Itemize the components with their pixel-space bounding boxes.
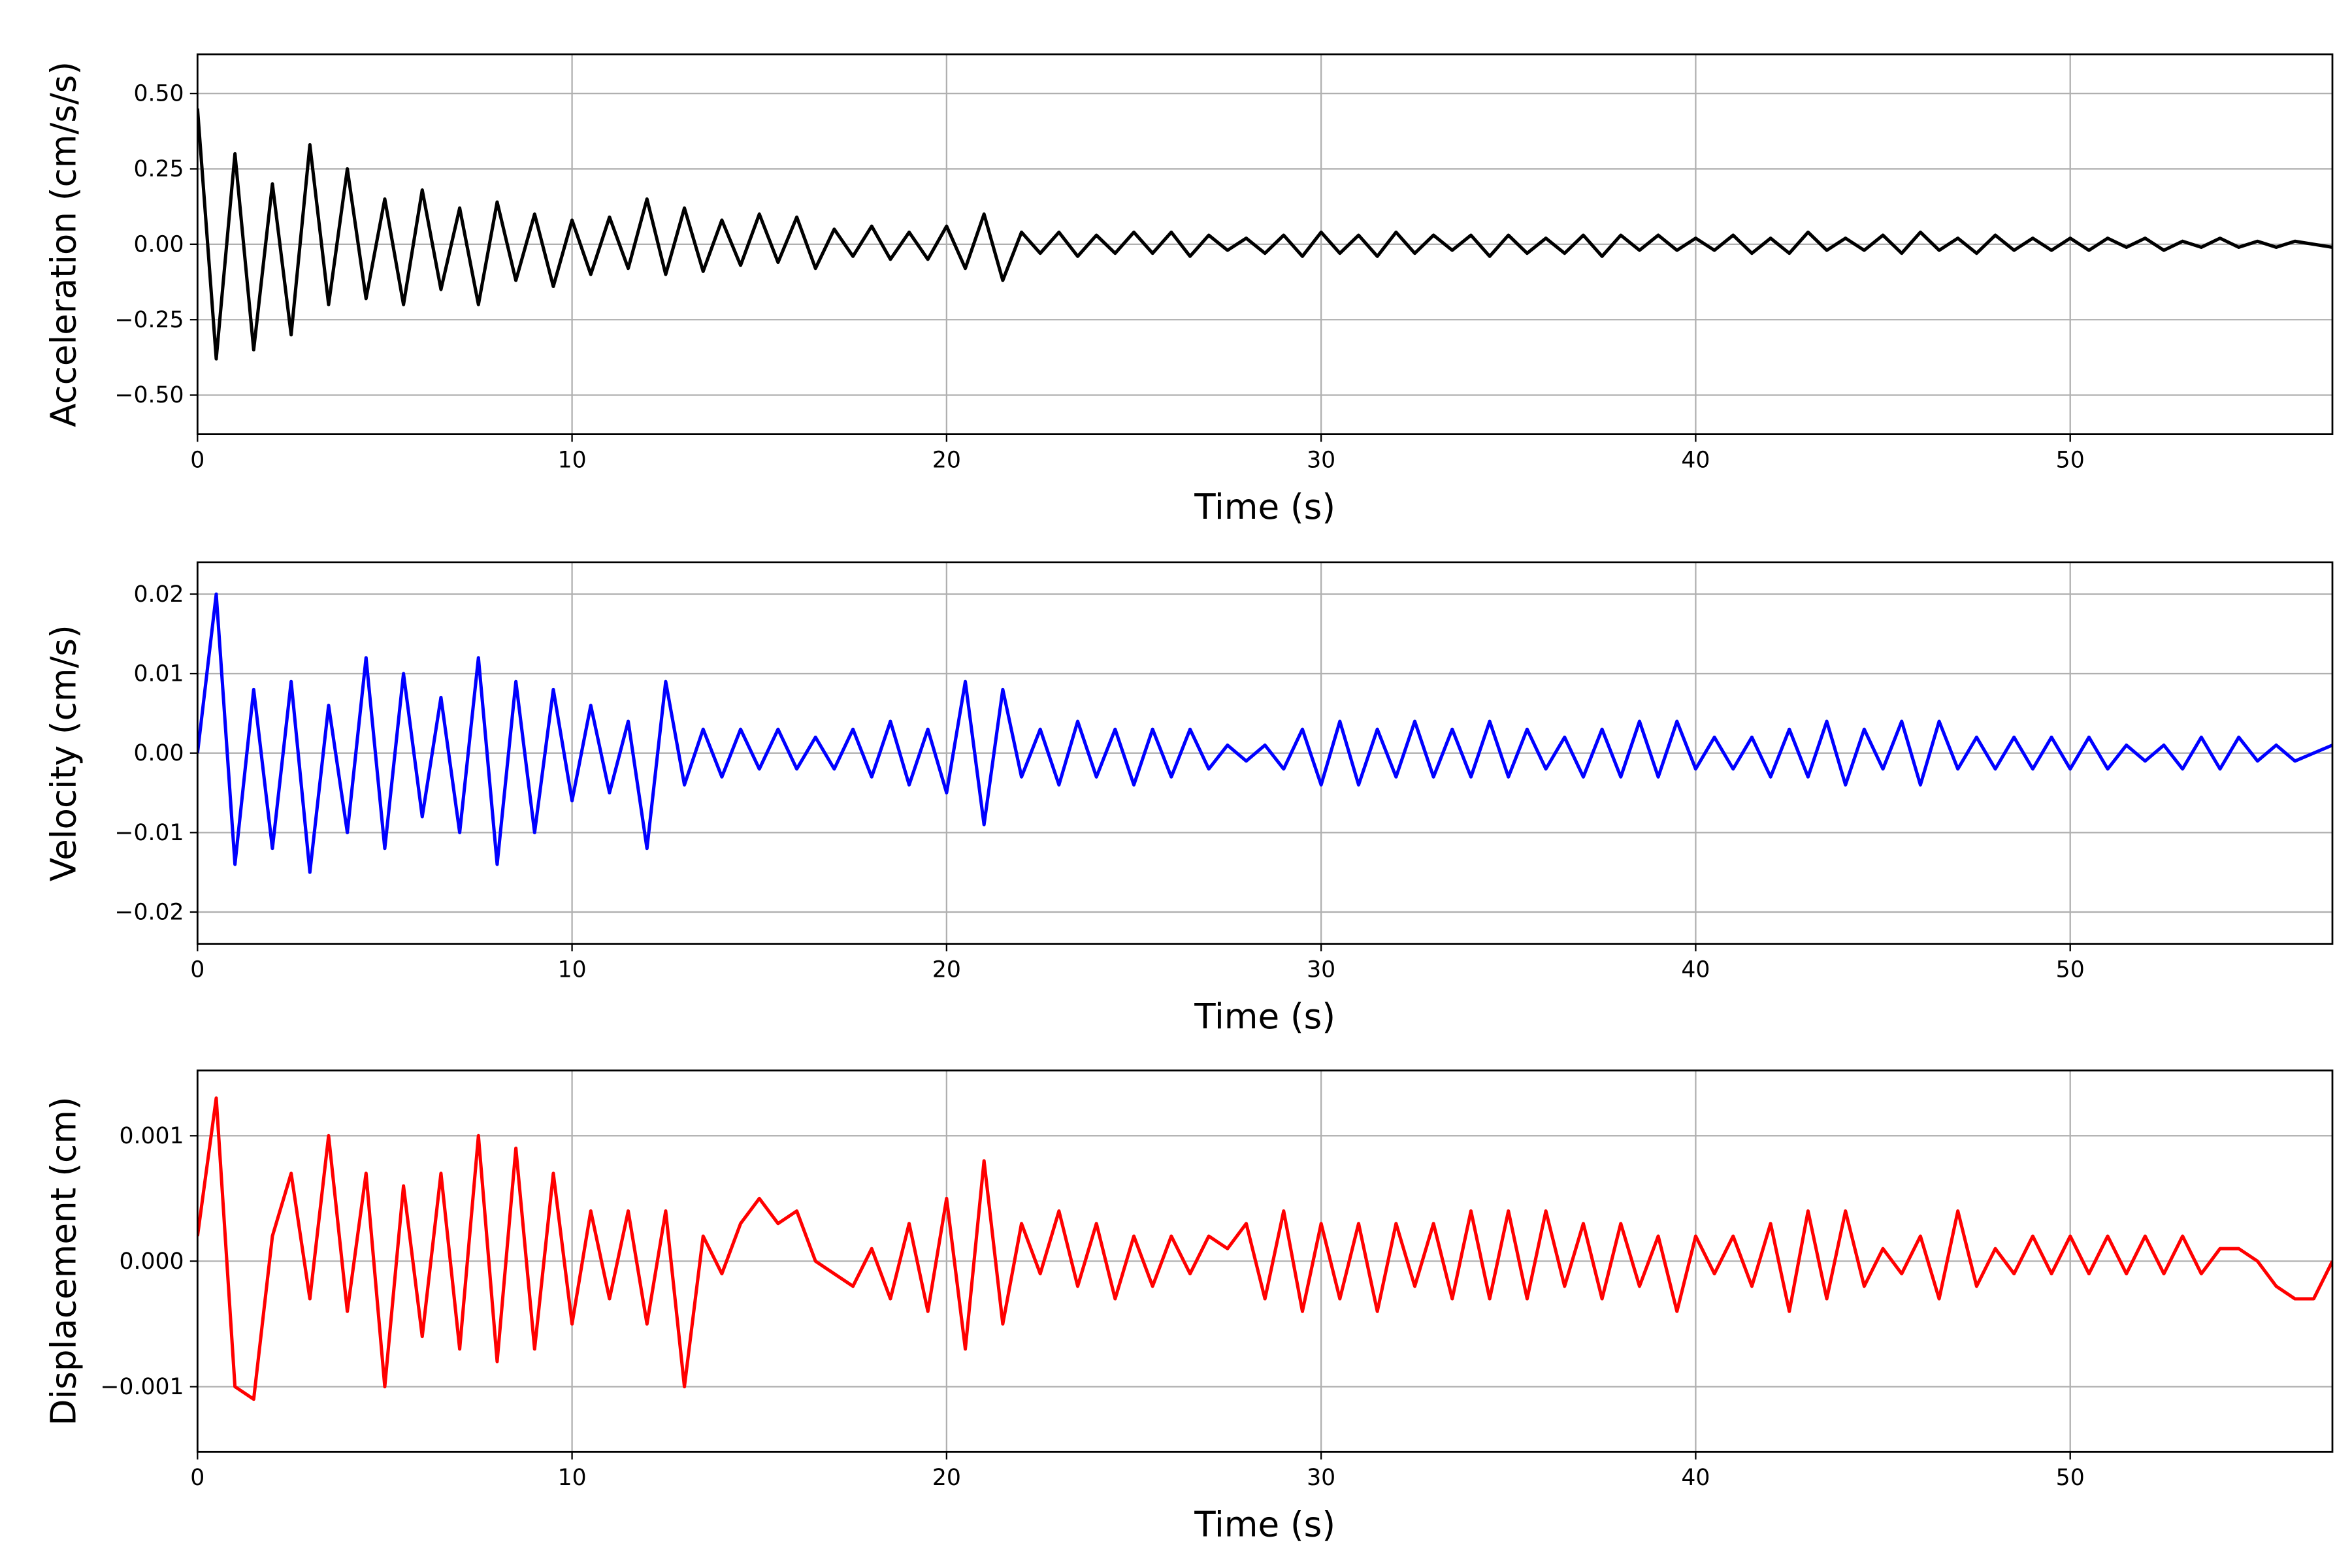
plot-frame bbox=[196, 53, 2334, 435]
y-tick-label: 0.02 bbox=[133, 581, 184, 608]
x-tick-label: 10 bbox=[558, 956, 587, 983]
x-tick-label: 0 bbox=[190, 447, 204, 473]
x-tick-label: 30 bbox=[1307, 956, 1335, 983]
y-tick-label: 0.00 bbox=[133, 740, 184, 766]
x-axis-label: Time (s) bbox=[1194, 487, 1335, 527]
x-tick-label: 20 bbox=[932, 1465, 961, 1491]
plot-frame bbox=[196, 561, 2334, 945]
x-tick-label: 20 bbox=[932, 956, 961, 983]
data-line bbox=[197, 592, 2332, 874]
y-tick-label: 0.25 bbox=[133, 156, 184, 182]
y-axis-label: Displacement (cm) bbox=[43, 1096, 84, 1426]
x-tick-label: 40 bbox=[1681, 1465, 1710, 1491]
y-tick-label: 0.50 bbox=[133, 81, 184, 107]
x-tick-label: 40 bbox=[1681, 956, 1710, 983]
y-tick-label: 0.001 bbox=[119, 1123, 184, 1149]
y-axis-label: Acceleration (cm/s/s) bbox=[43, 61, 84, 427]
plot-frame bbox=[196, 1070, 2334, 1453]
x-tick-label: 50 bbox=[2056, 956, 2085, 983]
y-tick-label: 0.01 bbox=[133, 661, 184, 687]
x-tick-label: 0 bbox=[190, 956, 204, 983]
x-tick-label: 0 bbox=[190, 1465, 204, 1491]
data-line bbox=[197, 1096, 2332, 1401]
y-tick-label: −0.50 bbox=[114, 382, 184, 408]
y-tick-label: 0.000 bbox=[119, 1249, 184, 1275]
x-tick-label: 50 bbox=[2056, 1465, 2085, 1491]
x-tick-label: 50 bbox=[2056, 447, 2085, 473]
x-tick-label: 10 bbox=[558, 447, 587, 473]
y-tick-label: −0.02 bbox=[114, 900, 184, 926]
x-tick-label: 10 bbox=[558, 1465, 587, 1491]
x-axis-label: Time (s) bbox=[1194, 1505, 1335, 1545]
x-tick-label: 20 bbox=[932, 447, 961, 473]
y-tick-label: −0.25 bbox=[114, 307, 184, 333]
data-line bbox=[197, 108, 2332, 361]
x-tick-label: 30 bbox=[1307, 447, 1335, 473]
y-tick-label: 0.00 bbox=[133, 231, 184, 257]
x-tick-label: 30 bbox=[1307, 1465, 1335, 1491]
y-tick-label: −0.001 bbox=[100, 1374, 184, 1400]
x-axis-label: Time (s) bbox=[1194, 996, 1335, 1037]
y-tick-label: −0.01 bbox=[114, 820, 184, 846]
x-tick-label: 40 bbox=[1681, 447, 1710, 473]
y-axis-label: Velocity (cm/s) bbox=[43, 625, 84, 881]
